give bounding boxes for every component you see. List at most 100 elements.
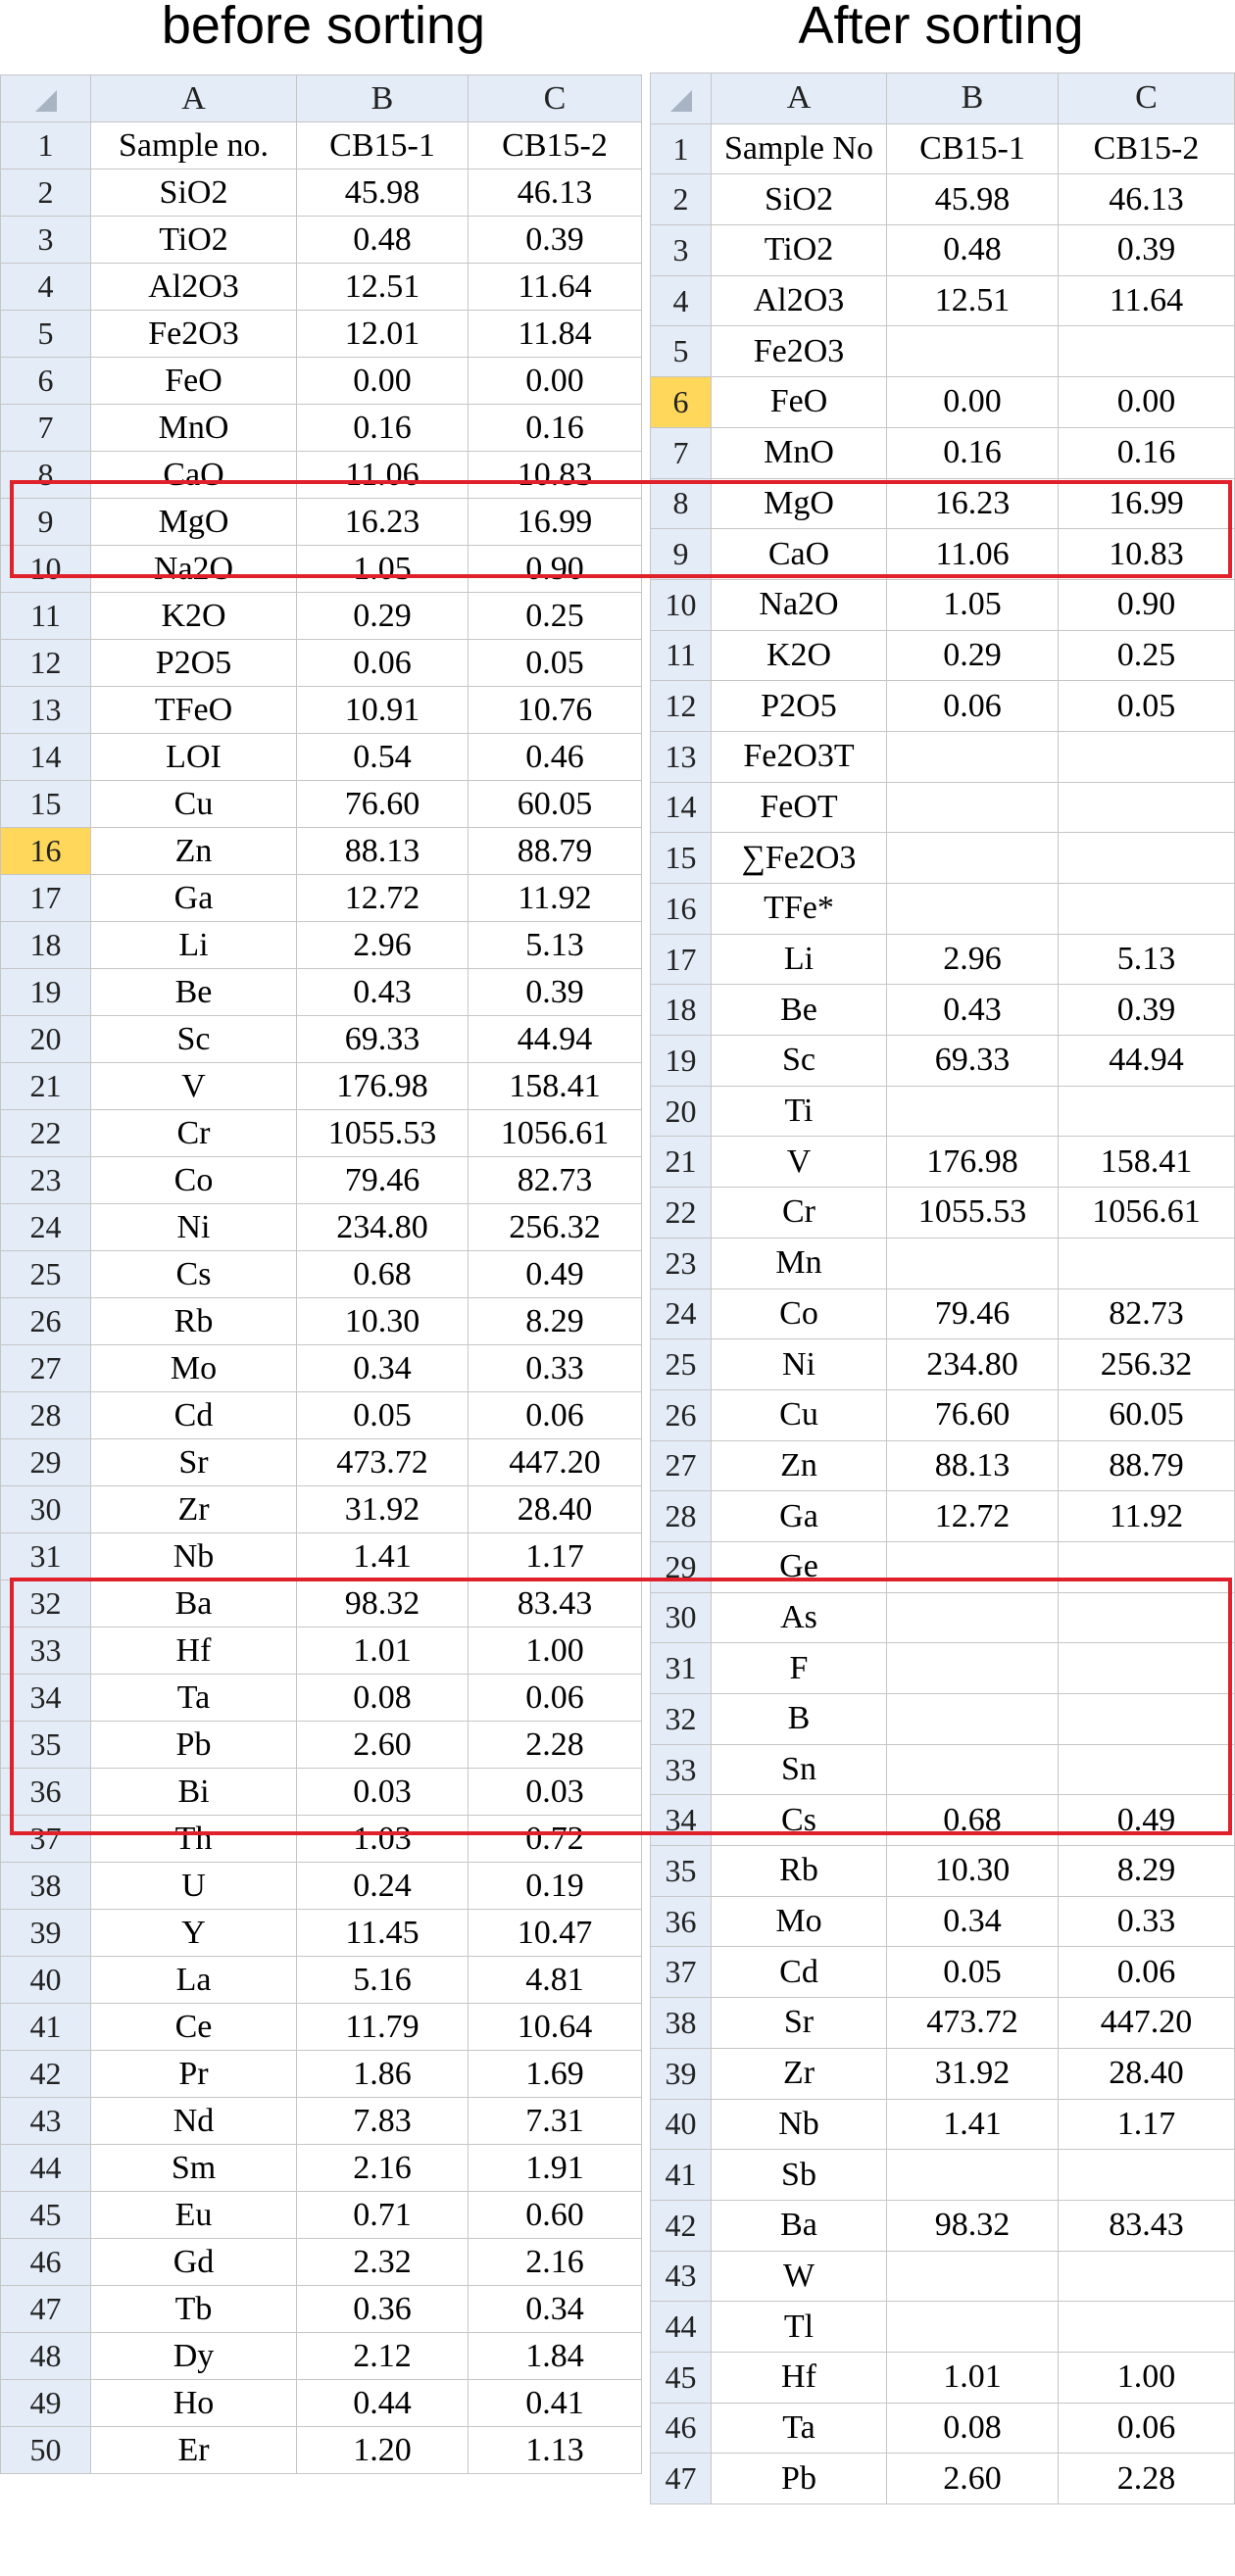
cell-a39[interactable]: Zr xyxy=(711,2047,887,2100)
cell-a1[interactable]: Sample No xyxy=(711,122,887,175)
row-header[interactable]: 7 xyxy=(650,426,712,479)
row-header[interactable]: 47 xyxy=(0,2285,91,2333)
cell-c7[interactable]: 0.16 xyxy=(468,404,642,452)
cell-c40[interactable]: 1.17 xyxy=(1058,2098,1235,2151)
cell-c33[interactable] xyxy=(1058,1743,1235,1796)
row-header[interactable]: 27 xyxy=(650,1439,712,1492)
cell-a6[interactable]: FeO xyxy=(711,376,887,428)
cell-c23[interactable]: 82.73 xyxy=(468,1156,642,1204)
cell-a28[interactable]: Cd xyxy=(90,1391,297,1439)
cell-a34[interactable]: Cs xyxy=(711,1794,887,1847)
cell-c40[interactable]: 4.81 xyxy=(468,1956,642,2004)
cell-c30[interactable] xyxy=(1058,1591,1235,1644)
cell-a44[interactable]: Sm xyxy=(90,2144,297,2192)
cell-c49[interactable]: 0.41 xyxy=(468,2379,642,2427)
cell-a28[interactable]: Ga xyxy=(711,1490,887,1542)
cell-c47[interactable]: 2.28 xyxy=(1058,2453,1235,2504)
cell-a40[interactable]: Nb xyxy=(711,2098,887,2151)
cell-c25[interactable]: 256.32 xyxy=(1058,1338,1235,1390)
cell-c16[interactable]: 88.79 xyxy=(468,827,642,875)
cell-c42[interactable]: 83.43 xyxy=(1058,2199,1235,2252)
cell-c14[interactable] xyxy=(1058,781,1235,834)
cell-b25[interactable]: 234.80 xyxy=(886,1338,1059,1390)
cell-b29[interactable] xyxy=(886,1540,1059,1593)
cell-b33[interactable] xyxy=(886,1743,1059,1796)
cell-c23[interactable] xyxy=(1058,1237,1235,1289)
cell-a46[interactable]: Ta xyxy=(711,2402,887,2454)
row-header[interactable]: 7 xyxy=(0,404,91,452)
cell-a13[interactable]: Fe2O3T xyxy=(711,730,887,783)
cell-a41[interactable]: Ce xyxy=(90,2003,297,2051)
cell-c29[interactable]: 447.20 xyxy=(468,1438,642,1486)
select-all-corner[interactable] xyxy=(0,74,91,122)
cell-c10[interactable]: 0.90 xyxy=(468,545,642,593)
cell-a17[interactable]: Li xyxy=(711,933,887,986)
row-header[interactable]: 10 xyxy=(650,578,712,631)
cell-a39[interactable]: Y xyxy=(90,1909,297,1957)
cell-c50[interactable]: 1.13 xyxy=(468,2426,642,2474)
cell-b3[interactable]: 0.48 xyxy=(886,224,1059,276)
cell-c18[interactable]: 0.39 xyxy=(1058,984,1235,1037)
cell-b37[interactable]: 1.03 xyxy=(296,1815,469,1863)
row-header[interactable]: 19 xyxy=(650,1035,712,1087)
cell-b8[interactable]: 11.06 xyxy=(296,451,469,499)
cell-c18[interactable]: 5.13 xyxy=(468,921,642,969)
row-header[interactable]: 24 xyxy=(0,1203,91,1251)
cell-c47[interactable]: 0.34 xyxy=(468,2285,642,2333)
row-header[interactable]: 17 xyxy=(0,874,91,922)
cell-c24[interactable]: 82.73 xyxy=(1058,1288,1235,1340)
cell-a2[interactable]: SiO2 xyxy=(711,173,887,226)
row-header[interactable]: 36 xyxy=(0,1768,91,1816)
cell-a14[interactable]: LOI xyxy=(90,733,297,781)
cell-b43[interactable] xyxy=(886,2250,1059,2303)
cell-a16[interactable]: TFe* xyxy=(711,883,887,935)
cell-c28[interactable]: 0.06 xyxy=(468,1391,642,1439)
cell-b17[interactable]: 2.96 xyxy=(886,933,1059,986)
cell-a9[interactable]: CaO xyxy=(711,528,887,580)
cell-a14[interactable]: FeOT xyxy=(711,781,887,834)
cell-b7[interactable]: 0.16 xyxy=(296,404,469,452)
row-header[interactable]: 32 xyxy=(650,1693,712,1745)
cell-b13[interactable]: 10.91 xyxy=(296,686,469,734)
row-header[interactable]: 5 xyxy=(0,310,91,358)
cell-b22[interactable]: 1055.53 xyxy=(296,1109,469,1157)
cell-b46[interactable]: 0.08 xyxy=(886,2402,1059,2454)
cell-c36[interactable]: 0.03 xyxy=(468,1768,642,1816)
row-header[interactable]: 35 xyxy=(650,1845,712,1897)
cell-a3[interactable]: TiO2 xyxy=(711,224,887,276)
cell-c2[interactable]: 46.13 xyxy=(468,169,642,217)
row-header[interactable]: 18 xyxy=(650,984,712,1037)
row-header[interactable]: 12 xyxy=(650,680,712,732)
cell-c42[interactable]: 1.69 xyxy=(468,2050,642,2098)
cell-c27[interactable]: 0.33 xyxy=(468,1344,642,1392)
row-header[interactable]: 37 xyxy=(0,1815,91,1863)
cell-c45[interactable]: 0.60 xyxy=(468,2191,642,2239)
cell-c9[interactable]: 10.83 xyxy=(1058,528,1235,580)
cell-b34[interactable]: 0.08 xyxy=(296,1674,469,1722)
cell-b13[interactable] xyxy=(886,730,1059,783)
row-header[interactable]: 44 xyxy=(650,2301,712,2353)
row-header[interactable]: 35 xyxy=(0,1721,91,1769)
cell-c39[interactable]: 10.47 xyxy=(468,1909,642,1957)
cell-a36[interactable]: Bi xyxy=(90,1768,297,1816)
cell-c14[interactable]: 0.46 xyxy=(468,733,642,781)
row-header[interactable]: 25 xyxy=(650,1338,712,1390)
cell-a50[interactable]: Er xyxy=(90,2426,297,2474)
cell-b47[interactable]: 2.60 xyxy=(886,2453,1059,2504)
row-header[interactable]: 39 xyxy=(0,1909,91,1957)
cell-a49[interactable]: Ho xyxy=(90,2379,297,2427)
cell-b9[interactable]: 16.23 xyxy=(296,498,469,546)
cell-b23[interactable]: 79.46 xyxy=(296,1156,469,1204)
cell-b4[interactable]: 12.51 xyxy=(886,274,1059,327)
cell-b1[interactable]: CB15-1 xyxy=(886,122,1059,175)
cell-a19[interactable]: Sc xyxy=(711,1035,887,1087)
cell-c35[interactable]: 8.29 xyxy=(1058,1845,1235,1897)
cell-a17[interactable]: Ga xyxy=(90,874,297,922)
cell-c4[interactable]: 11.64 xyxy=(468,263,642,311)
cell-a29[interactable]: Sr xyxy=(90,1438,297,1486)
cell-c46[interactable]: 0.06 xyxy=(1058,2402,1235,2454)
cell-b7[interactable]: 0.16 xyxy=(886,426,1059,479)
row-header[interactable]: 13 xyxy=(650,730,712,783)
cell-c20[interactable]: 44.94 xyxy=(468,1015,642,1063)
row-header[interactable]: 2 xyxy=(650,173,712,226)
